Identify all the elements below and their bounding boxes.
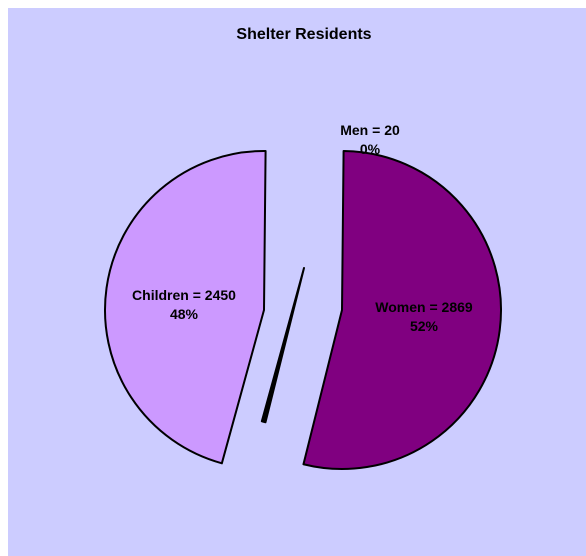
- pie-slice-children: [104, 150, 267, 465]
- slice-percent-women: 52%: [410, 318, 439, 334]
- labels-layer: Women = 2869 52% Men = 20 0% Children = 2450…: [132, 122, 473, 334]
- slice-percent-children: 48%: [170, 306, 199, 322]
- slice-label-men: Men = 20: [340, 122, 400, 138]
- pie-slice-women: [302, 150, 503, 470]
- slice-label-women: Women = 2869: [375, 299, 473, 315]
- slice-percent-men: 0%: [360, 141, 381, 157]
- pie-chart: Shelter Residents Women = 2869 52% Men = 2…: [104, 26, 503, 470]
- pie-slice-men: [260, 267, 305, 424]
- slice-label-children: Children = 2450: [132, 287, 236, 303]
- slices-layer: [104, 150, 503, 470]
- chart-title: Shelter Residents: [236, 26, 371, 43]
- chart-area: Shelter Residents Women = 2869 52% Men = 2…: [8, 8, 586, 556]
